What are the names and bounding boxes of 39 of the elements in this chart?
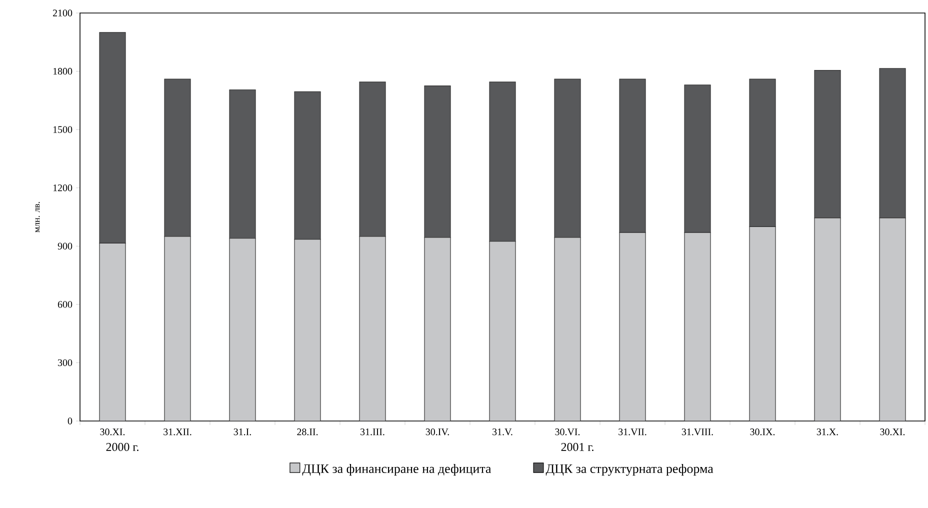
x-tick-label: 31.V. — [492, 428, 512, 436]
bar — [814, 218, 841, 421]
y-tick-label: 900 — [58, 242, 72, 250]
x-tick-label: 31.XII. — [164, 428, 192, 436]
bar — [164, 236, 191, 421]
y-tick-label: 0 — [68, 418, 72, 424]
x-tick-label: 31.VIII. — [682, 428, 713, 436]
x-tick-label: 30.VI. — [555, 428, 580, 436]
y-axis-title: млн. лв. — [35, 202, 40, 232]
bar — [489, 240, 516, 421]
y-tick-label: 2100 — [52, 10, 72, 16]
bar — [619, 232, 646, 421]
x-tick-label: 30.XI. — [100, 428, 125, 436]
x-tick-label: 30.XI. — [880, 428, 905, 436]
bar — [294, 239, 321, 421]
x-tick-label: 31.VII. — [618, 428, 646, 436]
x-tick-label: 31.I. — [234, 428, 251, 436]
y-tick-label: 300 — [58, 359, 72, 366]
legend-label: ДЦК за финансиране на дефицита — [302, 464, 492, 476]
bar — [359, 236, 386, 421]
bar — [554, 237, 581, 421]
bar — [424, 237, 451, 421]
text: 2000 г. — [106, 442, 138, 452]
bar — [229, 238, 256, 421]
x-tick-label: 30.IV. — [426, 428, 449, 436]
bar — [749, 226, 776, 421]
bar — [99, 242, 126, 421]
x-tick-label: 31.III. — [360, 428, 384, 436]
bar — [879, 218, 906, 421]
y-tick-label: 1200 — [53, 184, 72, 192]
y-tick-label: 1500 — [53, 126, 72, 133]
x-tick-label: 30.IX. — [750, 428, 775, 436]
text: 2001 г. — [561, 442, 594, 452]
x-tick-label: 31.X. — [816, 428, 838, 436]
x-tick-label: 28.II. — [297, 428, 318, 436]
y-tick-label: 600 — [58, 301, 72, 308]
y-tick-label: 1800 — [53, 68, 72, 75]
bar — [684, 232, 711, 421]
legend-label: ДЦК за структурната реформа — [546, 464, 714, 476]
